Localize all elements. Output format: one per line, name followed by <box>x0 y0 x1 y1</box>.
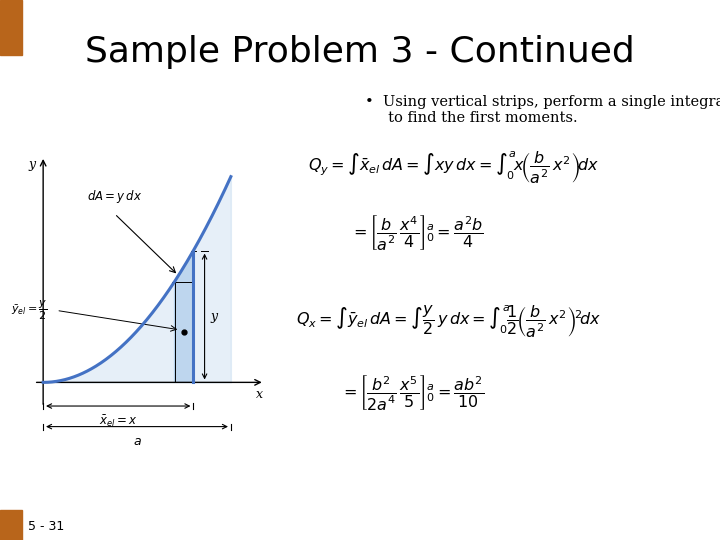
Text: $Q_x = \int \bar{y}_{el}\,dA = \int \dfrac{y}{2}\,y\,dx = \int_0^a\!\dfrac{1}{2}: $Q_x = \int \bar{y}_{el}\,dA = \int \dfr… <box>296 304 601 340</box>
Text: $\bar{y}_{el} = \dfrac{y}{2}$: $\bar{y}_{el} = \dfrac{y}{2}$ <box>12 299 48 322</box>
Text: •  Using vertical strips, perform a single integration
     to find the first mo: • Using vertical strips, perform a singl… <box>365 95 720 125</box>
Text: 5 - 31: 5 - 31 <box>28 521 64 534</box>
Text: y: y <box>28 158 35 171</box>
Text: $= \left[\dfrac{b^2}{2a^4}\,\dfrac{x^5}{5}\right]_0^a = \dfrac{ab^2}{10}$: $= \left[\dfrac{b^2}{2a^4}\,\dfrac{x^5}{… <box>340 373 485 411</box>
Text: $a$: $a$ <box>132 435 141 448</box>
Text: $dA = y\,dx$: $dA = y\,dx$ <box>87 188 142 205</box>
Text: Sample Problem 3 - Continued: Sample Problem 3 - Continued <box>85 35 635 69</box>
Bar <box>0 0 22 55</box>
Text: $Q_y = \int \bar{x}_{el}\,dA = \int xy\,dx = \int_0^a\! x\!\left(\dfrac{b}{a^2}\: $Q_y = \int \bar{x}_{el}\,dA = \int xy\,… <box>308 150 599 186</box>
Text: $= \left[\dfrac{b}{a^2}\,\dfrac{x^4}{4}\right]_0^a = \dfrac{a^2 b}{4}$: $= \left[\dfrac{b}{a^2}\,\dfrac{x^4}{4}\… <box>350 213 484 252</box>
Text: y: y <box>210 310 217 323</box>
Bar <box>0 510 22 540</box>
Polygon shape <box>174 251 193 382</box>
Text: $\bar{x}_{el} = x$: $\bar{x}_{el} = x$ <box>99 413 138 429</box>
Text: x: x <box>256 388 263 401</box>
